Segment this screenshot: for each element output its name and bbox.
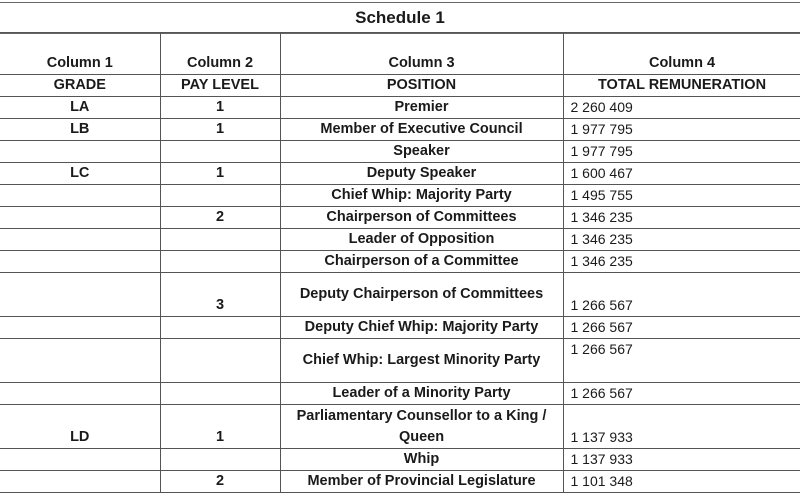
table-row: Deputy Chief Whip: Majority Party 1 266 5… (0, 316, 800, 339)
remuneration-cell: 1 101 348 (562, 470, 800, 493)
pay-level-cell (159, 140, 281, 163)
header-position: POSITION (279, 74, 564, 97)
table-row: Chairperson of a Committee 1 346 235 (0, 250, 800, 273)
table-row: 2 Member of Provincial Legislature 1 101 3… (0, 470, 800, 493)
table-row: LB 1 Member of Executive Council 1 977 795 (0, 118, 800, 141)
pay-level-cell (159, 448, 281, 471)
grade-cell (0, 272, 161, 317)
position-cell: Chief Whip: Majority Party (279, 184, 564, 207)
table-row: Chief Whip: Largest Minority Party 1 266 … (0, 338, 800, 383)
header-grade: GRADE (0, 74, 161, 97)
remuneration-cell: 1 346 235 (562, 250, 800, 273)
position-cell: Chairperson of a Committee (279, 250, 564, 273)
table-row: Speaker 1 977 795 (0, 140, 800, 163)
pay-level-cell (159, 338, 281, 383)
table-row: 3 Deputy Chairperson of Committees 1 266 5… (0, 272, 800, 317)
remuneration-cell: 1 137 933 (562, 404, 800, 449)
table-row: 2 Chairperson of Committees 1 346 235 (0, 206, 800, 229)
remuneration-cell: 1 137 933 (562, 448, 800, 471)
position-cell: Member of Executive Council (279, 118, 564, 141)
pay-level-cell: 1 (159, 96, 281, 119)
remuneration-cell: 1 977 795 (562, 140, 800, 163)
remuneration-cell: 1 346 235 (562, 228, 800, 251)
remuneration-cell: 1 266 567 (562, 316, 800, 339)
grade-cell (0, 184, 161, 207)
grade-cell (0, 250, 161, 273)
position-cell: Premier (279, 96, 564, 119)
remuneration-table: Column 1 Column 2 Column 3 Column 4 GRAD… (0, 32, 800, 493)
position-cell: Leader of Opposition (279, 228, 564, 251)
pay-level-cell: 3 (159, 272, 281, 317)
grade-cell: LD (0, 404, 161, 449)
pay-level-cell (159, 316, 281, 339)
table-row: Leader of a Minority Party 1 266 567 (0, 382, 800, 405)
remuneration-cell: 1 266 567 (562, 382, 800, 405)
header-column-3: Column 3 (279, 32, 564, 75)
pay-level-cell (159, 228, 281, 251)
table-row: LD 1 Parliamentary Counsellor to a King / … (0, 404, 800, 449)
header-total-remuneration: TOTAL REMUNERATION (562, 74, 800, 97)
remuneration-cell: 1 977 795 (562, 118, 800, 141)
position-cell: Whip (279, 448, 564, 471)
header-column-2: Column 2 (159, 32, 281, 75)
pay-level-cell (159, 250, 281, 273)
table-row: LC 1 Deputy Speaker 1 600 467 (0, 162, 800, 185)
position-cell: Speaker (279, 140, 564, 163)
table-row: Leader of Opposition 1 346 235 (0, 228, 800, 251)
remuneration-cell: 2 260 409 (562, 96, 800, 119)
pay-level-cell: 2 (159, 470, 281, 493)
header-pay-level: PAY LEVEL (159, 74, 281, 97)
grade-cell (0, 206, 161, 229)
table-row: Chief Whip: Majority Party 1 495 755 (0, 184, 800, 207)
grade-cell: LB (0, 118, 161, 141)
grade-cell (0, 228, 161, 251)
position-cell: Chairperson of Committees (279, 206, 564, 229)
position-cell: Parliamentary Counsellor to a King / Que… (279, 404, 564, 449)
remuneration-cell: 1 346 235 (562, 206, 800, 229)
grade-cell (0, 448, 161, 471)
column-number-header-row: Column 1 Column 2 Column 3 Column 4 (0, 32, 800, 75)
remuneration-cell: 1 600 467 (562, 162, 800, 185)
remuneration-cell: 1 495 755 (562, 184, 800, 207)
table-row: LA 1 Premier 2 260 409 (0, 96, 800, 119)
pay-level-cell: 2 (159, 206, 281, 229)
position-cell: Deputy Chairperson of Committees (279, 272, 564, 317)
pay-level-cell: 1 (159, 404, 281, 449)
pay-level-cell (159, 184, 281, 207)
grade-cell (0, 338, 161, 383)
pay-level-cell (159, 382, 281, 405)
grade-cell (0, 316, 161, 339)
position-cell: Leader of a Minority Party (279, 382, 564, 405)
position-cell: Member of Provincial Legislature (279, 470, 564, 493)
remuneration-cell: 1 266 567 (562, 338, 800, 383)
grade-cell: LC (0, 162, 161, 185)
grade-cell (0, 140, 161, 163)
table-row: Whip 1 137 933 (0, 448, 800, 471)
pay-level-cell: 1 (159, 118, 281, 141)
pay-level-cell: 1 (159, 162, 281, 185)
remuneration-cell: 1 266 567 (562, 272, 800, 317)
header-column-1: Column 1 (0, 32, 161, 75)
header-column-4: Column 4 (562, 32, 800, 75)
grade-cell: LA (0, 96, 161, 119)
column-label-header-row: GRADE PAY LEVEL POSITION TOTAL REMUNERAT… (0, 74, 800, 97)
position-cell: Deputy Speaker (279, 162, 564, 185)
grade-cell (0, 470, 161, 493)
position-cell: Deputy Chief Whip: Majority Party (279, 316, 564, 339)
schedule-title: Schedule 1 (0, 2, 800, 34)
position-cell: Chief Whip: Largest Minority Party (279, 338, 564, 383)
grade-cell (0, 382, 161, 405)
